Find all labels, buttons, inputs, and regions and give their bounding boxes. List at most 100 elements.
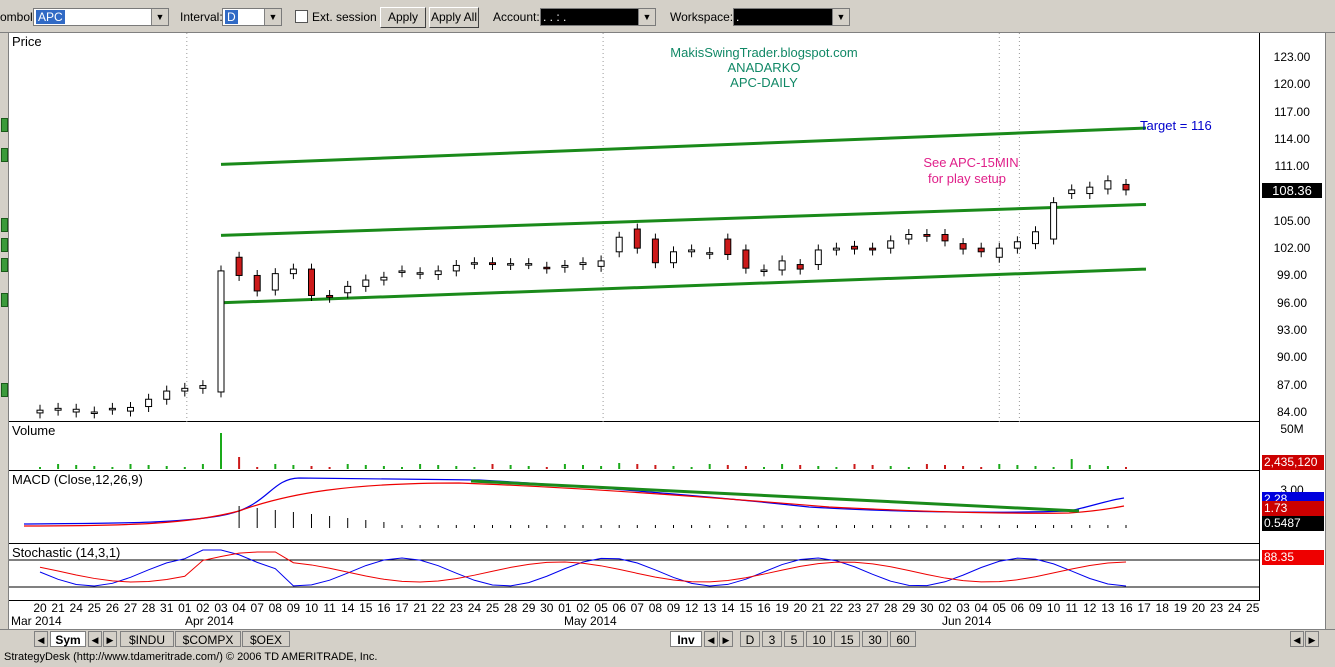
date-tick-label: 19 [775, 601, 789, 615]
date-tick-label: 21 [51, 601, 65, 615]
chevron-down-icon[interactable]: ▼ [151, 9, 168, 25]
volume-bar [256, 467, 259, 469]
macd-pane[interactable]: MACD (Close,12,26,9) [9, 471, 1259, 544]
volume-bar [111, 467, 114, 469]
candle-up [217, 270, 225, 393]
candle-up [452, 264, 460, 272]
price-axis: 123.00 120.00 117.00 114.00 111.00 108.36 105.… [1259, 33, 1325, 422]
candle-up [181, 387, 189, 392]
tab-indu[interactable]: $INDU [120, 631, 174, 647]
stochastic-pane[interactable]: Stochastic (14,3,1) [9, 544, 1259, 601]
tool-icon[interactable] [1, 218, 8, 232]
date-tick-label: 02 [196, 601, 210, 615]
volume-bar [238, 457, 241, 469]
price-tick-label: 93.00 [1276, 323, 1308, 338]
candle-down [235, 256, 243, 276]
volume-bar [563, 464, 566, 469]
tool-icon[interactable] [1, 148, 8, 162]
volume-bar [129, 464, 132, 469]
date-tick-label: 30 [540, 601, 554, 615]
symbol-label: ombol: [0, 10, 37, 24]
interval-combobox[interactable]: D ▼ [222, 8, 282, 26]
tool-icon[interactable] [1, 118, 8, 132]
apply-button[interactable]: Apply [380, 7, 426, 28]
date-tick-label: 16 [1119, 601, 1133, 615]
price-tick-label: 90.00 [1276, 350, 1308, 365]
date-tick-label: 11 [323, 601, 336, 615]
volume-axis: 50M 2,435,120 [1259, 422, 1325, 471]
tab-interval-30[interactable]: 30 [862, 631, 888, 647]
tab-sym[interactable]: Sym [50, 631, 86, 647]
scroll-right-arrow-icon[interactable]: ▶ [1305, 631, 1319, 647]
volume-bar [1034, 466, 1037, 469]
date-tick-label: 20 [33, 601, 47, 615]
tab-interval-10[interactable]: 10 [806, 631, 832, 647]
date-tick-label: 26 [106, 601, 120, 615]
tool-icon[interactable] [1, 293, 8, 307]
tab-interval-d[interactable]: D [740, 631, 760, 647]
chevron-down-icon[interactable]: ▼ [264, 9, 281, 25]
volume-pane-title: Volume [12, 423, 56, 438]
tool-icon[interactable] [1, 258, 8, 272]
date-tick-label: 28 [142, 601, 156, 615]
candle-down [489, 262, 496, 266]
scroll-left-arrow-icon[interactable]: ◀ [1290, 631, 1304, 647]
symbol-combobox[interactable]: APC ▼ [33, 8, 169, 26]
date-tick-label: 18 [1156, 601, 1170, 615]
volume-bar [382, 466, 385, 469]
candle-down [959, 243, 967, 250]
candle-down [308, 268, 315, 296]
volume-bar [907, 467, 910, 469]
chevron-down-icon[interactable]: ▼ [832, 9, 849, 25]
chevron-down-icon[interactable]: ▼ [638, 9, 655, 25]
volume-bar [1052, 467, 1055, 469]
volume-pane[interactable]: Volume [9, 422, 1259, 471]
candle-up [995, 247, 1003, 258]
date-tick-label: 09 [287, 601, 301, 615]
tab-interval-5[interactable]: 5 [784, 631, 804, 647]
macd-chart [23, 477, 1127, 528]
date-tick-label: 30 [920, 601, 934, 615]
macd-signal-value-box: 1.73 [1262, 501, 1324, 516]
price-pane[interactable]: Price MakisSwingTrader.blogspot.com ANADA… [9, 33, 1259, 422]
stochastic-k-line [39, 549, 1127, 587]
tab-interval-15[interactable]: 15 [834, 631, 860, 647]
tab-interval-60[interactable]: 60 [890, 631, 916, 647]
prev-arrow-icon[interactable]: ◀ [88, 631, 102, 647]
volume-bar [817, 466, 820, 469]
tool-icon[interactable] [1, 383, 8, 397]
volume-bar [57, 464, 60, 469]
candle-up [416, 272, 424, 275]
left-tool-strip [0, 33, 9, 629]
scroll-left-arrow-icon[interactable]: ◀ [34, 631, 48, 647]
tab-compx[interactable]: $COMPX [175, 631, 241, 647]
date-tick-label: 21 [812, 601, 826, 615]
tool-icon[interactable] [1, 238, 8, 252]
setup-note-text: for play setup [928, 171, 1006, 186]
tab-interval-3[interactable]: 3 [762, 631, 782, 647]
price-pane-title: Price [12, 34, 42, 49]
channel-line-upper [220, 126, 1147, 166]
candle-down [977, 247, 985, 253]
volume-bar [274, 464, 277, 469]
date-tick-label: 07 [251, 601, 265, 615]
candle-down [1122, 183, 1130, 191]
prev-arrow-icon[interactable]: ◀ [704, 631, 718, 647]
workspace-combobox[interactable]: . ▼ [733, 8, 850, 26]
tab-inv[interactable]: Inv [670, 631, 702, 647]
date-tick-label: 20 [794, 601, 808, 615]
candle-down [742, 249, 750, 269]
candle-down [543, 266, 551, 270]
ext-session-checkbox[interactable] [295, 10, 308, 23]
apply-all-button[interactable]: Apply All [429, 7, 479, 28]
next-arrow-icon[interactable]: ▶ [103, 631, 117, 647]
date-tick-label: 14 [721, 601, 735, 615]
tab-oex[interactable]: $OEX [242, 631, 290, 647]
candle-up [163, 390, 171, 400]
date-tick-label: 27 [124, 601, 138, 615]
date-tick-label: 15 [739, 601, 753, 615]
account-combobox[interactable]: . . : . ▼ [540, 8, 656, 26]
date-tick-label: 22 [830, 601, 844, 615]
next-arrow-icon[interactable]: ▶ [719, 631, 733, 647]
date-tick-label: 03 [214, 601, 228, 615]
